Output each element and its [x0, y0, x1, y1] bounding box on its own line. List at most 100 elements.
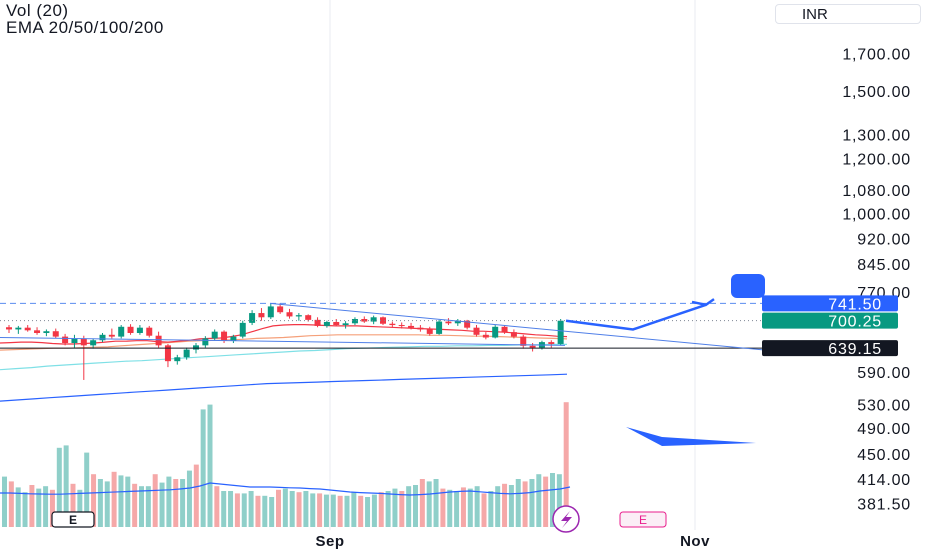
volume-bar	[419, 479, 425, 527]
lightning-icon	[561, 511, 572, 528]
volume-bar	[193, 464, 199, 527]
volume-bar	[145, 486, 151, 527]
candle-body	[146, 327, 153, 336]
volume-bar	[556, 474, 562, 527]
indicator-lines	[0, 324, 568, 402]
volume-bar	[221, 491, 227, 527]
price-tick-label: 1,700.00	[842, 47, 911, 64]
candlesticks	[6, 303, 564, 380]
volume-bar	[262, 495, 268, 527]
volume-bar	[310, 493, 316, 527]
volume-bar	[49, 489, 55, 527]
currency-selector[interactable]: INR	[775, 4, 921, 24]
candle-body	[323, 322, 330, 326]
volume-bar	[22, 492, 28, 527]
candle-body	[305, 315, 312, 320]
price-axis[interactable]: 1,700.00 1,500.00 1,300.00 1,200.00 1,080.00…	[762, 47, 911, 514]
price-tick-label: 450.00	[857, 447, 911, 464]
candle-body	[24, 327, 31, 331]
volume-bar	[392, 488, 398, 527]
candle-body	[482, 334, 489, 338]
volume-bar	[378, 492, 384, 527]
candle-body	[71, 338, 78, 344]
volume-bar	[97, 479, 103, 527]
earnings-badge-upcoming	[619, 511, 667, 528]
volume-bar	[255, 495, 261, 527]
volume-bar	[8, 481, 14, 527]
trendline-upper	[269, 302, 766, 351]
time-axis[interactable]: Sep Nov	[315, 533, 710, 550]
candle-body	[342, 323, 349, 326]
volume-arrow	[626, 427, 756, 446]
candle-body	[436, 321, 443, 334]
candle-body	[90, 340, 97, 346]
volume-bar	[70, 483, 76, 527]
price-tick-label: 1,200.00	[842, 151, 911, 168]
candle-body	[370, 317, 377, 322]
volume-bar	[36, 488, 42, 527]
candle-body	[510, 332, 517, 337]
volume-bar	[563, 402, 569, 527]
volume-bar	[77, 489, 83, 527]
candle-body	[174, 357, 181, 362]
volume-bar	[207, 404, 213, 527]
candle-body	[108, 334, 115, 337]
ema50-line	[0, 334, 568, 351]
ema200-line	[0, 373, 568, 402]
volume-bar	[371, 494, 377, 527]
chart-legend: Vol (20) EMA 20/50/100/200	[6, 2, 164, 36]
volume-bar	[29, 485, 35, 527]
volume-bar	[234, 493, 240, 527]
volume-bar	[269, 497, 275, 527]
volume-bar	[139, 486, 144, 527]
volume-bar	[125, 476, 131, 527]
candle-body	[62, 336, 69, 344]
volume-bar	[104, 481, 110, 527]
volume-bar	[56, 447, 62, 527]
earnings-badge-past-label: E	[69, 513, 77, 527]
volume-bar	[495, 486, 501, 527]
volume-bar	[529, 479, 535, 527]
volume-bar	[330, 494, 336, 527]
projection-arrowhead	[691, 298, 715, 307]
volume-bar	[91, 474, 97, 527]
volume-bar	[180, 479, 186, 527]
volume-bar	[132, 483, 138, 527]
candle-body	[445, 321, 452, 324]
price-tag-label: 741.50	[828, 296, 882, 313]
price-tick-label: 1,080.00	[842, 183, 911, 200]
candle-body	[314, 319, 321, 326]
volume-bar	[214, 486, 220, 527]
candle-body	[286, 312, 293, 317]
time-tick-label: Nov	[680, 533, 710, 550]
price-tick-label: 1,300.00	[842, 127, 911, 144]
volume-bar	[43, 486, 49, 527]
volume-bar	[276, 489, 281, 527]
volume-bar	[200, 409, 206, 527]
volume-bar	[289, 491, 295, 527]
earnings-badge-past	[51, 511, 95, 528]
volume-bar	[502, 483, 508, 527]
volume-bar	[296, 492, 302, 527]
candle-body	[501, 326, 508, 333]
candle-body	[99, 334, 106, 341]
candle-body	[239, 322, 246, 337]
volume-bar	[550, 473, 555, 527]
volume-bar	[536, 474, 542, 527]
grid-lines	[329, 0, 696, 530]
volume-bar	[447, 489, 453, 527]
target-marker	[731, 274, 765, 298]
volume-bar	[323, 494, 329, 527]
volume-bar	[515, 479, 521, 527]
volume-bar	[152, 474, 158, 527]
candle-body	[529, 345, 536, 348]
volume-bar	[63, 445, 69, 527]
candle-body	[548, 342, 555, 344]
earnings-badge-upcoming-label: E	[639, 513, 647, 527]
volume-bar	[433, 479, 439, 527]
candle-body	[454, 320, 461, 324]
volume-bar	[303, 491, 309, 527]
volume-bar	[159, 482, 165, 527]
